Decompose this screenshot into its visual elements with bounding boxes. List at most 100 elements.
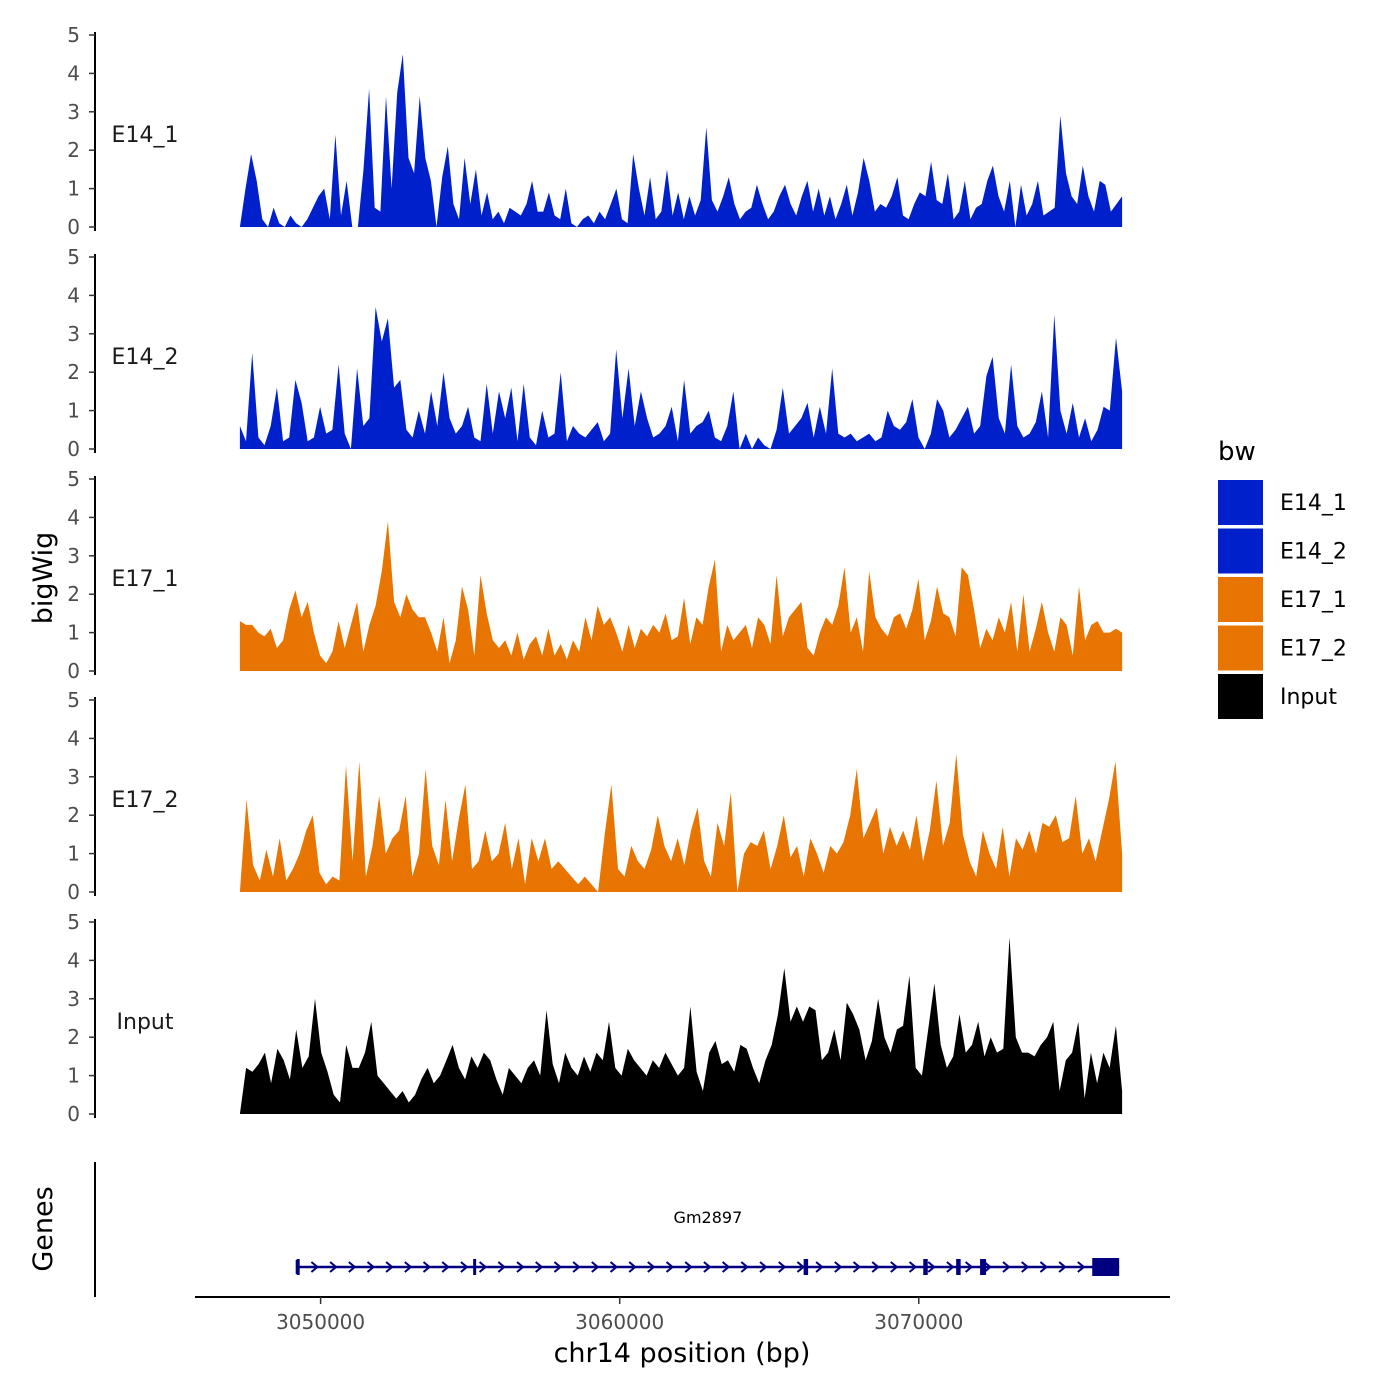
y-tick-label: 2 bbox=[67, 803, 80, 827]
x-tick-label: 3050000 bbox=[276, 1310, 365, 1334]
track-label: Input bbox=[117, 1010, 174, 1035]
legend-key bbox=[1218, 480, 1263, 525]
y-tick-label: 2 bbox=[67, 360, 80, 384]
track-e17-1: 0 1 2 3 4 5 E17_1 bbox=[67, 467, 1123, 683]
strand-arrow bbox=[1077, 1261, 1086, 1273]
legend-key bbox=[1218, 577, 1263, 622]
strand-arrow bbox=[983, 1261, 992, 1273]
y-tick-label: 5 bbox=[67, 910, 80, 934]
legend-entry-e14-2: E14_2 bbox=[1218, 528, 1347, 574]
legend-label: E14_1 bbox=[1280, 491, 1347, 516]
y-tick-label: 0 bbox=[67, 437, 80, 461]
strand-arrow bbox=[553, 1261, 562, 1273]
strand-arrow bbox=[834, 1261, 843, 1273]
strand-arrow bbox=[1021, 1261, 1030, 1273]
strand-arrow bbox=[665, 1261, 675, 1273]
strand-arrow bbox=[796, 1261, 805, 1273]
track-label: E14_1 bbox=[112, 123, 179, 148]
strand-arrow bbox=[329, 1261, 338, 1273]
legend-label: E17_1 bbox=[1280, 588, 1347, 613]
strand-arrow bbox=[908, 1261, 918, 1273]
legend-title: bw bbox=[1218, 437, 1256, 467]
x-tick-label: 3070000 bbox=[874, 1310, 963, 1334]
strand-arrow bbox=[497, 1261, 506, 1273]
gene-exon bbox=[803, 1259, 809, 1275]
strand-arrow bbox=[890, 1261, 899, 1273]
legend-entry-input: Input bbox=[1218, 674, 1337, 719]
strand-arrow bbox=[628, 1261, 637, 1273]
strand-arrow bbox=[441, 1261, 450, 1273]
y-tick-label: 1 bbox=[67, 1064, 80, 1088]
strand-arrow bbox=[366, 1261, 376, 1273]
track-label: E17_1 bbox=[112, 567, 179, 592]
y-tick-label: 1 bbox=[67, 399, 80, 423]
strand-arrow bbox=[647, 1261, 656, 1273]
strand-arrow bbox=[572, 1261, 581, 1273]
strand-arrow bbox=[422, 1261, 432, 1273]
y-axis-title: bigWig bbox=[28, 532, 59, 625]
y-tick-label: 4 bbox=[67, 726, 80, 750]
y-tick-label: 1 bbox=[67, 177, 80, 201]
legend-key bbox=[1218, 528, 1263, 574]
genes-panel: Genes Gm2897 bbox=[28, 1162, 1120, 1297]
y-tick-label: 5 bbox=[67, 688, 80, 712]
bigwig-tracks: 0 1 2 3 4 5 E14_1 0 1 2 3 4 5 E14_2 0 1 2 3 4 5 E17_1 0 1 2 3 4 5 E… bbox=[67, 23, 1123, 1126]
strand-arrow bbox=[703, 1261, 712, 1273]
y-tick-label: 3 bbox=[67, 322, 80, 346]
y-tick-label: 5 bbox=[67, 23, 80, 47]
strand-arrow bbox=[310, 1261, 319, 1273]
track-e14-2: 0 1 2 3 4 5 E14_2 bbox=[67, 245, 1123, 461]
strand-arrow bbox=[964, 1261, 974, 1273]
coverage-area-e14-2 bbox=[239, 306, 1123, 449]
strand-arrow bbox=[871, 1261, 880, 1273]
y-tick-label: 2 bbox=[67, 138, 80, 162]
gene-exon bbox=[923, 1259, 928, 1275]
strand-arrow bbox=[721, 1261, 731, 1273]
x-axis: 3050000 3060000 3070000 chr14 position (bp… bbox=[195, 1296, 1170, 1369]
coverage-area-e17-2 bbox=[239, 753, 1123, 892]
legend-entry-e14-1: E14_1 bbox=[1218, 480, 1347, 525]
strand-arrow bbox=[1002, 1261, 1011, 1273]
legend-label: E17_2 bbox=[1280, 637, 1347, 662]
y-tick-label: 4 bbox=[67, 61, 80, 85]
strand-arrow bbox=[946, 1261, 955, 1273]
y-tick-label: 3 bbox=[67, 987, 80, 1011]
x-tick-label: 3060000 bbox=[575, 1310, 664, 1334]
y-tick-label: 2 bbox=[67, 1025, 80, 1049]
y-tick-label: 4 bbox=[67, 283, 80, 307]
strand-arrow bbox=[759, 1261, 768, 1273]
strand-arrow bbox=[516, 1261, 525, 1273]
y-tick-label: 3 bbox=[67, 544, 80, 568]
strand-arrow bbox=[348, 1261, 357, 1273]
strand-arrow bbox=[927, 1261, 936, 1273]
y-tick-label: 4 bbox=[67, 505, 80, 529]
coverage-area-e14-1 bbox=[239, 54, 1123, 228]
track-e17-2: 0 1 2 3 4 5 E17_2 bbox=[67, 688, 1123, 904]
gene-exon bbox=[1092, 1258, 1120, 1276]
strand-arrow bbox=[1039, 1261, 1048, 1273]
y-tick-label: 2 bbox=[67, 582, 80, 606]
y-tick-label: 1 bbox=[67, 621, 80, 645]
strand-arrow bbox=[684, 1261, 693, 1273]
strand-arrow bbox=[1058, 1261, 1067, 1273]
y-tick-label: 0 bbox=[67, 659, 80, 683]
y-tick-label: 5 bbox=[67, 467, 80, 491]
strand-arrow bbox=[815, 1261, 824, 1273]
gene-exon bbox=[980, 1259, 987, 1275]
strand-arrow bbox=[852, 1261, 862, 1273]
legend-key bbox=[1218, 674, 1263, 719]
y-tick-label: 3 bbox=[67, 100, 80, 124]
legend: bw E14_1 E14_2 E17_1 E17_2 Input bbox=[1218, 437, 1347, 719]
track-input: 0 1 2 3 4 5 Input bbox=[67, 910, 1123, 1126]
strand-arrow bbox=[778, 1261, 787, 1273]
strand-arrow bbox=[385, 1261, 394, 1273]
strand-arrow bbox=[460, 1261, 469, 1273]
y-tick-label: 1 bbox=[67, 842, 80, 866]
y-tick-label: 0 bbox=[67, 880, 80, 904]
track-e14-1: 0 1 2 3 4 5 E14_1 bbox=[67, 23, 1123, 239]
legend-label: Input bbox=[1280, 685, 1337, 710]
y-tick-label: 5 bbox=[67, 245, 80, 269]
y-tick-label: 0 bbox=[67, 1102, 80, 1126]
strand-arrow bbox=[404, 1261, 413, 1273]
